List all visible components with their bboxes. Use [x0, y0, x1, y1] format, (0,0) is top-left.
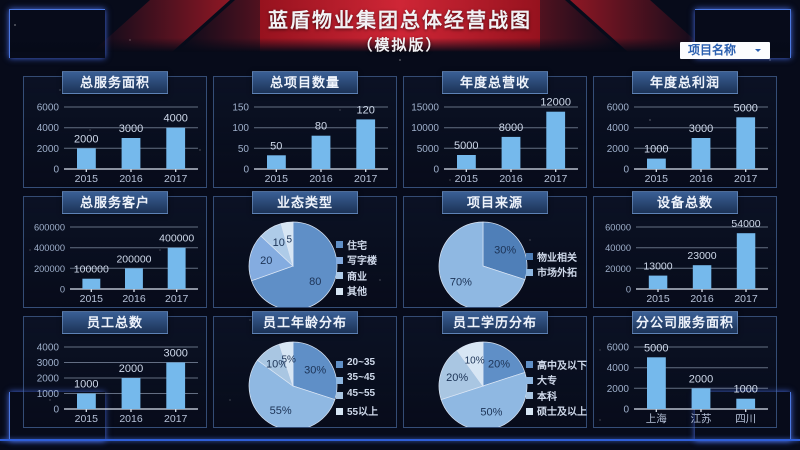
svg-text:23000: 23000	[687, 250, 716, 262]
svg-text:2015: 2015	[455, 173, 479, 185]
svg-text:60000: 60000	[605, 223, 631, 233]
svg-text:40000: 40000	[605, 243, 631, 253]
svg-text:600000: 600000	[34, 223, 65, 233]
svg-text:80: 80	[309, 276, 321, 288]
svg-text:3000: 3000	[163, 348, 187, 360]
svg-text:4000: 4000	[37, 343, 60, 354]
svg-text:400000: 400000	[159, 233, 194, 245]
svg-text:2016: 2016	[119, 413, 143, 425]
svg-text:江苏: 江苏	[691, 412, 712, 425]
svg-text:2016: 2016	[122, 293, 146, 305]
svg-text:2015: 2015	[75, 413, 99, 425]
svg-text:0: 0	[623, 165, 629, 176]
svg-text:30%: 30%	[304, 365, 326, 377]
svg-text:2016: 2016	[499, 173, 523, 185]
svg-text:50: 50	[270, 140, 282, 152]
svg-text:54000: 54000	[731, 218, 760, 230]
svg-text:2015: 2015	[265, 173, 289, 185]
svg-text:10000: 10000	[411, 123, 439, 134]
svg-text:150: 150	[232, 103, 249, 114]
svg-text:1000: 1000	[644, 144, 668, 156]
svg-text:20000: 20000	[605, 264, 631, 274]
svg-text:3000: 3000	[689, 123, 713, 135]
svg-text:四川: 四川	[735, 413, 756, 425]
svg-text:6000: 6000	[37, 103, 60, 114]
svg-text:50: 50	[238, 144, 250, 155]
svg-text:20%: 20%	[488, 358, 510, 370]
svg-text:2017: 2017	[354, 173, 378, 185]
svg-text:2017: 2017	[164, 173, 188, 185]
svg-text:2017: 2017	[734, 173, 758, 185]
svg-text:2017: 2017	[544, 173, 568, 185]
svg-text:0: 0	[433, 165, 439, 176]
svg-text:2015: 2015	[645, 173, 669, 185]
svg-text:6000: 6000	[607, 103, 630, 114]
svg-text:2000: 2000	[74, 133, 98, 145]
svg-text:120: 120	[357, 104, 375, 116]
svg-text:4000: 4000	[607, 123, 630, 134]
svg-text:5%: 5%	[281, 355, 296, 366]
svg-text:3000: 3000	[119, 123, 143, 135]
svg-text:5: 5	[287, 235, 293, 246]
svg-text:2016: 2016	[690, 293, 714, 305]
svg-text:10%: 10%	[465, 356, 485, 367]
svg-text:5000: 5000	[417, 144, 440, 155]
svg-text:2000: 2000	[689, 373, 713, 385]
svg-text:70%: 70%	[450, 277, 472, 289]
svg-text:400000: 400000	[34, 243, 65, 253]
svg-text:2000: 2000	[607, 384, 630, 395]
svg-text:0: 0	[53, 405, 59, 416]
svg-text:12000: 12000	[540, 97, 571, 109]
svg-text:5000: 5000	[454, 140, 478, 152]
svg-text:2015: 2015	[80, 293, 104, 305]
svg-text:2016: 2016	[309, 173, 333, 185]
svg-text:5000: 5000	[733, 102, 757, 114]
svg-text:0: 0	[53, 165, 59, 176]
svg-text:200000: 200000	[116, 253, 151, 265]
svg-text:0: 0	[623, 405, 629, 416]
svg-text:20%: 20%	[446, 372, 468, 384]
svg-text:20: 20	[260, 255, 272, 267]
svg-text:2015: 2015	[75, 173, 99, 185]
svg-text:2015: 2015	[646, 293, 670, 305]
svg-text:15000: 15000	[411, 103, 439, 114]
svg-text:4000: 4000	[37, 123, 60, 134]
svg-text:5000: 5000	[644, 342, 668, 354]
svg-text:10: 10	[273, 237, 285, 249]
svg-text:0: 0	[60, 285, 65, 295]
svg-text:55%: 55%	[270, 405, 292, 417]
svg-text:100: 100	[232, 123, 249, 134]
svg-text:30%: 30%	[494, 245, 516, 257]
svg-text:2016: 2016	[119, 173, 143, 185]
svg-text:13000: 13000	[643, 261, 672, 273]
svg-text:2000: 2000	[37, 144, 60, 155]
svg-text:2000: 2000	[607, 144, 630, 155]
svg-text:3000: 3000	[37, 358, 60, 369]
svg-text:2000: 2000	[37, 374, 60, 385]
svg-text:0: 0	[626, 285, 631, 295]
svg-text:50%: 50%	[480, 406, 502, 418]
svg-text:1000: 1000	[733, 384, 757, 396]
svg-text:2017: 2017	[734, 293, 758, 305]
svg-text:2017: 2017	[165, 293, 189, 305]
svg-text:2017: 2017	[164, 413, 188, 425]
svg-text:上海: 上海	[646, 412, 667, 425]
svg-text:2000: 2000	[119, 363, 143, 375]
svg-text:80: 80	[315, 121, 327, 133]
svg-text:200000: 200000	[34, 264, 65, 274]
svg-text:4000: 4000	[607, 363, 630, 374]
svg-text:100000: 100000	[74, 264, 109, 276]
svg-text:0: 0	[243, 165, 249, 176]
svg-text:1000: 1000	[37, 389, 60, 400]
svg-text:4000: 4000	[163, 113, 187, 125]
svg-text:6000: 6000	[607, 343, 630, 354]
svg-text:2016: 2016	[689, 173, 713, 185]
svg-text:8000: 8000	[499, 122, 523, 134]
svg-text:1000: 1000	[74, 379, 98, 391]
